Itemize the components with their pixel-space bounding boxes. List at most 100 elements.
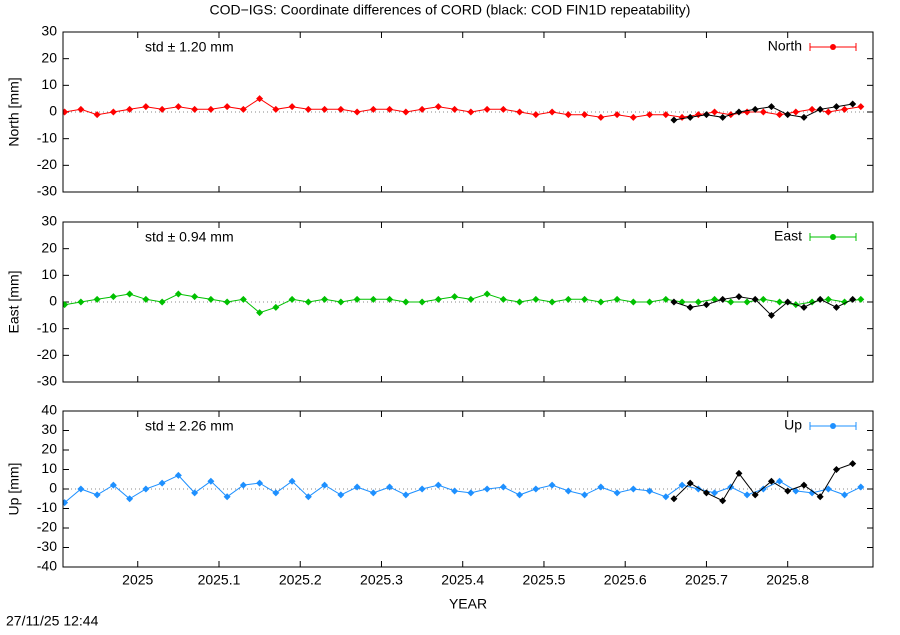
data-point <box>63 499 69 507</box>
legend-marker <box>830 44 836 50</box>
data-point <box>824 295 832 303</box>
data-point <box>483 485 491 493</box>
data-point <box>77 485 85 493</box>
data-point <box>662 493 670 501</box>
data-point <box>629 298 637 306</box>
data-point <box>759 485 767 493</box>
x-tick-label: 2025.1 <box>198 572 241 588</box>
data-point <box>516 491 524 499</box>
legend-label: North <box>768 38 802 54</box>
data-point <box>564 111 572 119</box>
data-point <box>451 293 459 301</box>
x-tick-label: 2025.8 <box>766 572 809 588</box>
data-point <box>499 483 507 491</box>
series <box>63 290 865 317</box>
data-point <box>857 483 865 491</box>
y-tick-label: 20 <box>41 49 57 65</box>
data-point <box>288 103 296 111</box>
data-point <box>239 481 247 489</box>
y-axis-label: East [mm] <box>6 270 22 333</box>
data-point <box>467 489 475 497</box>
data-point <box>800 303 808 311</box>
data-point <box>776 111 784 119</box>
annotation: std ± 2.26 mm <box>145 418 234 434</box>
x-tick-label: 2025 <box>122 572 153 588</box>
data-point <box>784 487 792 495</box>
data-point <box>857 295 865 303</box>
data-point <box>719 113 727 121</box>
data-point <box>467 295 475 303</box>
data-point <box>613 111 621 119</box>
data-point <box>109 481 117 489</box>
data-point <box>93 491 101 499</box>
y-tick-label: 20 <box>41 441 57 457</box>
data-point <box>751 491 759 499</box>
data-point <box>816 295 824 303</box>
data-point <box>451 105 459 113</box>
data-point <box>662 295 670 303</box>
data-point <box>239 105 247 113</box>
y-tick-label: -10 <box>37 129 57 145</box>
data-point <box>126 495 134 503</box>
data-point <box>629 113 637 121</box>
data-point <box>353 483 361 491</box>
y-tick-label: 30 <box>41 421 57 437</box>
data-point <box>272 105 280 113</box>
data-point <box>337 105 345 113</box>
data-point <box>581 111 589 119</box>
data-point <box>126 105 134 113</box>
data-point <box>369 295 377 303</box>
data-point <box>597 113 605 121</box>
data-point <box>272 303 280 311</box>
y-tick-label: 0 <box>49 293 57 309</box>
data-point <box>353 295 361 303</box>
data-point <box>678 113 686 121</box>
x-axis-label: YEAR <box>449 596 487 612</box>
data-point <box>142 103 150 111</box>
data-point <box>841 105 849 113</box>
data-point <box>223 493 231 501</box>
data-point <box>816 493 824 501</box>
data-point <box>613 489 621 497</box>
data-point <box>93 295 101 303</box>
data-point <box>767 311 775 319</box>
data-point <box>321 481 329 489</box>
data-point <box>239 295 247 303</box>
data-point <box>808 489 816 497</box>
data-point <box>548 481 556 489</box>
data-point <box>581 491 589 499</box>
series <box>670 100 857 124</box>
data-point <box>784 298 792 306</box>
data-point <box>174 290 182 298</box>
data-point <box>516 298 524 306</box>
data-point <box>767 477 775 485</box>
y-axis-label: Up [mm] <box>6 463 22 516</box>
data-point <box>564 487 572 495</box>
data-point <box>686 113 694 121</box>
data-point <box>759 108 767 116</box>
data-point <box>191 489 199 497</box>
data-point <box>142 485 150 493</box>
data-point <box>792 108 800 116</box>
y-tick-label: -20 <box>37 519 57 535</box>
data-point <box>711 108 719 116</box>
data-point <box>597 483 605 491</box>
data-point <box>499 105 507 113</box>
data-point <box>548 108 556 116</box>
data-point <box>256 309 264 317</box>
data-point <box>532 111 540 119</box>
data-point <box>109 293 117 301</box>
y-tick-label: -30 <box>37 183 57 199</box>
data-point <box>751 105 759 113</box>
data-point <box>402 491 410 499</box>
x-tick-label: 2025.7 <box>685 572 728 588</box>
data-point <box>800 481 808 489</box>
data-point <box>711 489 719 497</box>
data-point <box>702 489 710 497</box>
data-point <box>142 295 150 303</box>
data-point <box>767 103 775 111</box>
data-point <box>126 290 134 298</box>
data-point <box>629 485 637 493</box>
data-point <box>751 295 759 303</box>
data-point <box>386 295 394 303</box>
